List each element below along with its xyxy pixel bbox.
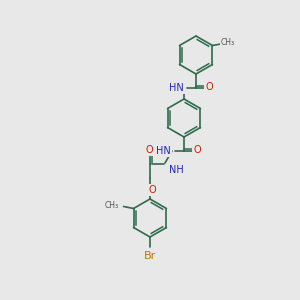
Text: O: O: [148, 185, 156, 195]
Text: CH₃: CH₃: [220, 38, 235, 47]
Text: O: O: [193, 145, 201, 155]
Text: O: O: [205, 82, 213, 92]
Text: NH: NH: [169, 165, 184, 175]
Text: Br: Br: [144, 251, 156, 261]
Text: HN: HN: [169, 83, 184, 93]
Text: O: O: [145, 145, 153, 155]
Text: HN: HN: [156, 146, 171, 156]
Text: CH₃: CH₃: [104, 201, 118, 210]
